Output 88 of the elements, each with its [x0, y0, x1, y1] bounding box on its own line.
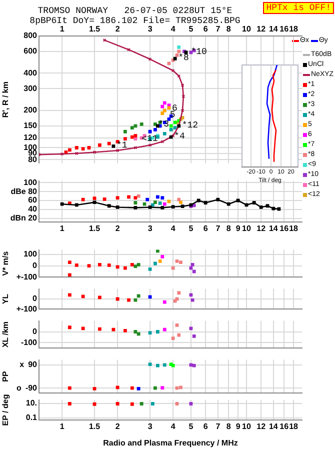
x-tick-label: 1: [60, 224, 65, 234]
x-tick-label: 18: [289, 422, 299, 432]
y-tick-label: -100: [20, 338, 38, 347]
x-tick-label: 6: [203, 24, 208, 34]
x-tick-label: 12: [256, 24, 266, 34]
annotation: *8: [178, 53, 189, 64]
x-tick-label: 14: [268, 224, 278, 234]
x-tick-label: 4: [170, 224, 176, 234]
x-tick-label: 7: [216, 422, 221, 432]
y-tick-label: 800: [24, 31, 38, 40]
y-tick-label: 60: [28, 196, 38, 205]
x-tick-label: 9: [236, 224, 241, 234]
x-axis-title: Radio and Plasma Frequency / MHz: [103, 438, 238, 448]
y-axis-title: R', R / km: [1, 82, 10, 118]
x-tick-label: 14: [268, 422, 278, 432]
x-tick-label: 4: [170, 422, 176, 432]
y-tick-label: 0: [32, 294, 38, 304]
y-axis-title: YL: [1, 294, 10, 304]
annotation: *4: [174, 131, 185, 142]
x-tick-label: 8: [226, 422, 232, 432]
y-axis-title: PP: [1, 370, 10, 382]
text: x: [20, 360, 25, 370]
y-tick-label: 300: [24, 84, 38, 93]
y-tick-label: 90: [28, 360, 38, 370]
y-tick-label: dBe 80: [10, 186, 38, 196]
y-tick-label: 150: [24, 121, 38, 130]
y-tick-label: 400: [24, 68, 38, 78]
x-tick-label: 16: [280, 24, 290, 34]
x-tick-label: 5: [188, 224, 194, 234]
annotation: *3: [158, 120, 170, 130]
y-tick-label: 0: [32, 326, 38, 336]
x-tick-label: 10: [242, 422, 252, 432]
x-tick-label: 5: [188, 422, 194, 432]
annotation: *1: [116, 140, 128, 151]
x-tick-label: 1: [60, 422, 65, 432]
y-axis-title: EP / deg: [1, 394, 10, 426]
y-tick-label: 100: [24, 250, 38, 259]
x-tick-label: 1.5: [88, 422, 101, 432]
y-tick-label: 120: [24, 133, 38, 142]
x-tick-label: 10: [242, 24, 252, 34]
x-tick-label: 9: [236, 422, 241, 432]
x-tick-label: 3: [148, 422, 153, 432]
y-tick-label: 100: [24, 178, 38, 187]
x-tick-label: 6: [203, 422, 208, 432]
y-tick-label: 0: [32, 260, 38, 270]
annotation: 5: [170, 110, 176, 120]
text: HPTx is OFF!: [263, 2, 334, 14]
y-tick-label: dBn 20: [10, 214, 38, 223]
x-tick-label: 3: [148, 24, 153, 34]
x-tick-label: 18: [289, 24, 299, 34]
x-tick-label: 14: [268, 24, 278, 34]
y-axis-title: XL /km: [1, 321, 10, 348]
y-tick-label: 0.1: [26, 413, 38, 422]
x-tick-label: 2: [115, 422, 120, 432]
x-tick-label: 5: [188, 24, 194, 34]
x-tick-label: 1.5: [88, 224, 101, 234]
y-tick-label: 40: [28, 204, 38, 214]
x-tick-label: 1.5: [88, 24, 101, 34]
y-tick-label: 600: [24, 46, 38, 56]
annotation: *12: [182, 120, 198, 130]
y-tick-label: -90: [25, 383, 38, 392]
y-tick-label: +-100: [16, 304, 38, 314]
x-tick-label: 16: [280, 422, 290, 432]
annotation: *10: [190, 47, 207, 58]
x-tick-label: 1: [60, 24, 65, 34]
x-tick-label: 2: [115, 24, 120, 34]
y-axis-title: V* m/s: [1, 250, 10, 276]
text: o: [16, 383, 22, 392]
x-tick-label: 12: [256, 422, 266, 432]
x-tick-label: 10: [242, 224, 252, 234]
chart-subtitle: 8pBP6It DoY= 186.102 File= TR995285.BPG: [28, 16, 242, 26]
y-tick-label: 200: [24, 106, 38, 115]
x-tick-label: 3: [148, 224, 153, 234]
x-tick-label: 16: [280, 224, 290, 234]
y-tick-label: 10.: [26, 398, 37, 408]
x-tick-label: 6: [203, 224, 208, 234]
x-tick-label: 8: [226, 24, 232, 34]
x-tick-label: 8: [226, 224, 232, 234]
x-tick-label: 12: [256, 224, 266, 234]
x-tick-label: 7: [216, 24, 221, 34]
y-tick-label: 80: [28, 154, 38, 164]
x-tick-label: 2: [115, 224, 120, 234]
y-tick-label: +-100: [16, 272, 38, 282]
x-tick-label: 7: [216, 224, 221, 234]
chart-title: TROMSO NORWAY 26-07-05 0228UT 15°E: [38, 6, 232, 16]
x-tick-label: 4: [170, 24, 176, 34]
x-tick-label: 18: [289, 224, 299, 234]
annotation: <11: [142, 134, 158, 144]
